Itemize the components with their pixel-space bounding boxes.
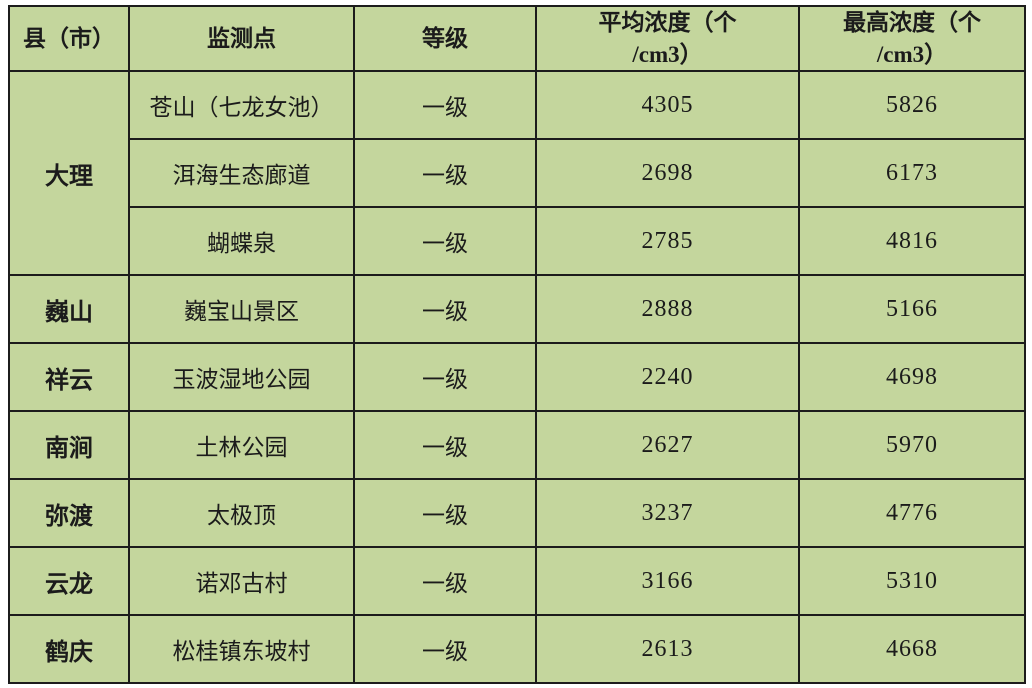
site-cell: 玉波湿地公园 bbox=[128, 342, 355, 412]
table-header-row: 县（市） 监测点 等级 平均浓度（个/cm3） 最高浓度（个/cm3） bbox=[8, 5, 1026, 72]
table-row: 蝴蝶泉 一级 2785 4816 bbox=[9, 206, 1026, 276]
header-avg-line1: 平均浓度（个 bbox=[598, 9, 737, 36]
monitoring-table-container: 县（市） 监测点 等级 平均浓度（个/cm3） 最高浓度（个/cm3） 大理 苍… bbox=[8, 5, 1026, 684]
level-cell: 一级 bbox=[353, 546, 537, 616]
avg-value-cell: 2785 bbox=[535, 206, 800, 276]
site-cell: 诺邓古村 bbox=[128, 546, 355, 616]
site-cell: 苍山（七龙女池） bbox=[128, 70, 355, 140]
header-avg-line2: /cm3） bbox=[632, 41, 703, 67]
header-level: 等级 bbox=[353, 5, 537, 72]
county-cell-heqing: 鹤庆 bbox=[8, 614, 130, 684]
avg-value-cell: 2627 bbox=[535, 410, 800, 480]
site-cell: 巍宝山景区 bbox=[128, 274, 355, 344]
level-cell: 一级 bbox=[353, 206, 537, 276]
county-cell-xiangyun: 祥云 bbox=[8, 342, 130, 412]
avg-value-cell: 3166 bbox=[535, 546, 800, 616]
avg-value-cell: 4305 bbox=[535, 70, 800, 140]
county-cell-dali: 大理 bbox=[8, 70, 130, 276]
level-cell: 一级 bbox=[353, 138, 537, 208]
table-row: 洱海生态廊道 一级 2698 6173 bbox=[9, 138, 1026, 208]
header-site: 监测点 bbox=[128, 5, 355, 72]
level-cell: 一级 bbox=[353, 70, 537, 140]
table-row: 鹤庆 松桂镇东坡村 一级 2613 4668 bbox=[8, 614, 1026, 684]
county-cell-midu: 弥渡 bbox=[8, 478, 130, 548]
table-row: 南涧 土林公园 一级 2627 5970 bbox=[8, 410, 1026, 480]
avg-value-cell: 2240 bbox=[535, 342, 800, 412]
table-row: 祥云 玉波湿地公园 一级 2240 4698 bbox=[8, 342, 1026, 412]
level-cell: 一级 bbox=[353, 614, 537, 684]
max-value-cell: 5166 bbox=[798, 274, 1026, 344]
site-cell: 洱海生态廊道 bbox=[128, 138, 355, 208]
header-avg-concentration: 平均浓度（个/cm3） bbox=[535, 5, 800, 72]
header-max-line1: 最高浓度（个 bbox=[843, 9, 981, 36]
max-value-cell: 4776 bbox=[798, 478, 1026, 548]
max-value-cell: 5970 bbox=[798, 410, 1026, 480]
site-cell: 太极顶 bbox=[128, 478, 355, 548]
avg-value-cell: 2698 bbox=[535, 138, 800, 208]
avg-value-cell: 2888 bbox=[535, 274, 800, 344]
site-cell: 土林公园 bbox=[128, 410, 355, 480]
max-value-cell: 5310 bbox=[798, 546, 1026, 616]
county-cell-yunlong: 云龙 bbox=[8, 546, 130, 616]
max-value-cell: 6173 bbox=[798, 138, 1026, 208]
table-row: 云龙 诺邓古村 一级 3166 5310 bbox=[8, 546, 1026, 616]
max-value-cell: 4698 bbox=[798, 342, 1026, 412]
level-cell: 一级 bbox=[353, 478, 537, 548]
county-cell-weishan: 巍山 bbox=[8, 274, 130, 344]
avg-value-cell: 3237 bbox=[535, 478, 800, 548]
max-value-cell: 5826 bbox=[798, 70, 1026, 140]
site-cell: 蝴蝶泉 bbox=[128, 206, 355, 276]
header-county: 县（市） bbox=[8, 5, 130, 72]
header-max-concentration: 最高浓度（个/cm3） bbox=[798, 5, 1026, 72]
max-value-cell: 4816 bbox=[798, 206, 1026, 276]
header-max-line2: /cm3） bbox=[876, 41, 948, 67]
table-row: 大理 苍山（七龙女池） 一级 4305 5826 bbox=[8, 70, 1026, 276]
max-value-cell: 4668 bbox=[798, 614, 1026, 684]
table-row: 巍山 巍宝山景区 一级 2888 5166 bbox=[8, 274, 1026, 344]
negative-oxygen-ion-monitoring-table: 县（市） 监测点 等级 平均浓度（个/cm3） 最高浓度（个/cm3） 大理 苍… bbox=[8, 5, 1026, 684]
avg-value-cell: 2613 bbox=[535, 614, 800, 684]
site-cell: 松桂镇东坡村 bbox=[128, 614, 355, 684]
county-cell-nanjian: 南涧 bbox=[8, 410, 130, 480]
level-cell: 一级 bbox=[353, 342, 537, 412]
table-row: 弥渡 太极顶 一级 3237 4776 bbox=[8, 478, 1026, 548]
level-cell: 一级 bbox=[353, 410, 537, 480]
level-cell: 一级 bbox=[353, 274, 537, 344]
